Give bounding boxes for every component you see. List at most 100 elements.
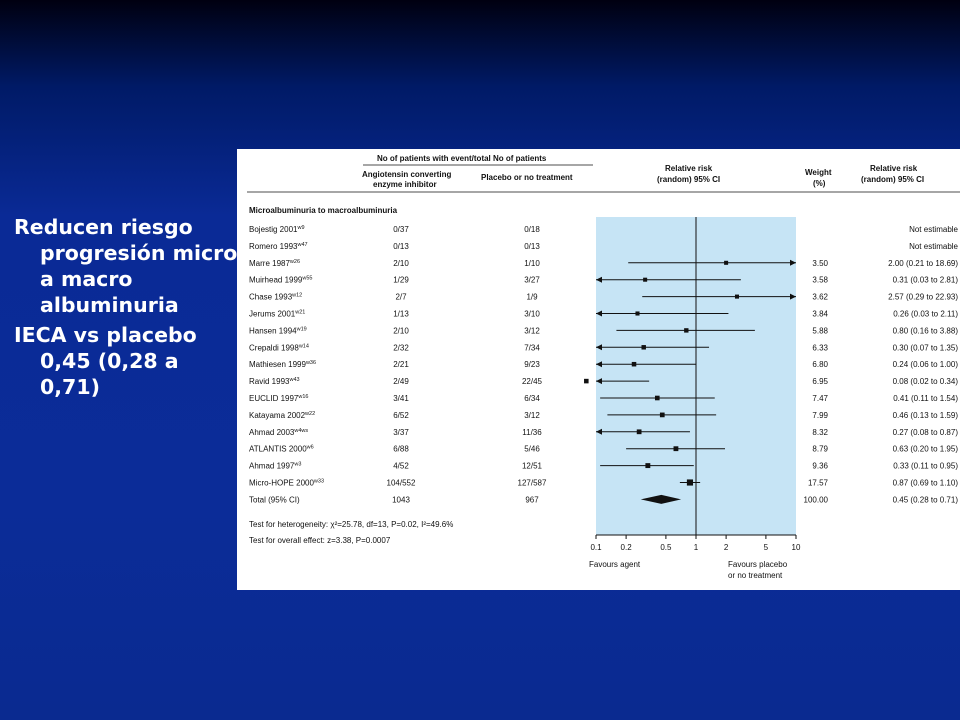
ace-count: 0/13 [393,242,409,251]
study-name: Marre 1987w26 [249,259,300,268]
weight-value: 9.36 [812,462,828,471]
weight-value: 3.62 [812,293,828,302]
x-tick-label: 2 [724,543,729,552]
x-tick-label: 0.1 [590,543,602,552]
ci-text: 0.41 (0.11 to 1.54) [893,394,958,403]
bullet-text: Reducen riesgo progresión micro a macro … [14,215,238,317]
study-name: Total (95% CI) [249,495,300,504]
point-estimate [641,345,646,350]
header-ace-line2: enzyme inhibitor [373,180,437,189]
placebo-count: 967 [525,495,539,504]
study-name: Ravid 1993w43 [249,377,300,386]
x-tick-label: 0.5 [660,543,672,552]
weight-value: 3.84 [812,310,828,319]
placebo-count: 9/23 [524,360,540,369]
study-name: Katayama 2002w22 [249,411,315,420]
study-ref: w36 [305,360,316,366]
header-rr-line2: (random) 95% CI [657,175,720,184]
bullet-item: IECA vs placebo 0,45 (0,28 a 0,71) [14,322,239,400]
forest-plot-figure: No of patients with event/total No of pa… [237,149,960,590]
ace-count: 1/29 [393,276,409,285]
study-row: Hansen 1994w19 2/10 3/12 5.88 0.80 (0.16 to … [249,326,958,335]
placebo-count: 12/51 [522,462,543,471]
ci-arrow-left [596,276,602,283]
ace-count: 104/552 [387,479,416,488]
study-name: Muirhead 1999w55 [249,276,312,285]
favours-agent-label: Favours agent [589,560,641,569]
x-tick-label: 0.2 [621,543,633,552]
study-ref: w14 [298,343,309,349]
study-row: Katayama 2002w22 6/52 3/12 7.99 0.46 (0.13 t… [249,411,958,420]
header-rr-line1: Relative risk [665,164,713,173]
study-name: Micro-HOPE 2000w33 [249,479,324,488]
ace-count: 3/37 [393,428,409,437]
point-estimate [631,361,637,367]
ace-count: 6/88 [393,445,409,454]
weight-value: 7.47 [812,394,828,403]
ace-count: 0/37 [393,225,409,234]
study-row: Crepaldi 1998w14 2/32 7/34 6.33 0.30 (0.07 t… [249,343,958,352]
placebo-count: 3/10 [524,310,540,319]
placebo-count: 0/18 [524,225,540,234]
placebo-count: 3/12 [524,326,540,335]
study-ref: w4ws [293,428,308,434]
weight-value: 8.79 [812,445,828,454]
study-name: Romero 1993w47 [249,242,308,251]
study-name: Bojestig 2001w9 [249,225,305,234]
study-name: Hansen 1994w19 [249,326,307,335]
ace-count: 3/41 [393,394,409,403]
ci-arrow-right [790,293,796,300]
ci-arrow-left [596,361,602,368]
ci-text: 0.30 (0.07 to 1.35) [893,343,959,352]
point-estimate [636,429,642,435]
placebo-count: 1/10 [524,259,540,268]
weight-value: 5.88 [812,326,828,335]
ace-count: 2/21 [393,360,409,369]
point-estimate [584,378,589,384]
x-tick-label: 5 [764,543,769,552]
ci-text: 2.57 (0.29 to 22.93) [888,293,958,302]
forest-plot-svg: No of patients with event/total No of pa… [247,154,960,580]
study-ref: w47 [296,242,307,248]
study-ref: w3 [293,462,301,468]
ace-count: 1043 [392,495,410,504]
weight-value: 3.50 [812,259,828,268]
study-row: Romero 1993w47 0/13 0/13 Not estimable [249,242,959,251]
point-estimate [724,260,729,265]
ci-text: 0.08 (0.02 to 0.34) [893,377,959,386]
study-ref: w22 [304,411,315,417]
point-estimate [645,463,651,469]
header-weight-line2: (%) [813,179,826,188]
placebo-count: 127/587 [518,479,547,488]
ace-count: 2/10 [393,259,409,268]
total-row: Total (95% CI) 1043 967 100.00 0.45 (0.28 to… [249,494,958,504]
ace-count: 2/7 [395,293,407,302]
x-tick-label: 1 [694,543,699,552]
point-estimate [635,311,640,316]
study-name: Ahmad 1997w3 [249,462,301,471]
ci-text: 0.87 (0.69 to 1.10) [893,479,959,488]
study-ref: w16 [297,394,308,400]
placebo-count: 5/46 [524,445,540,454]
bullet-item: Reducen riesgo progresión micro a macro … [14,214,239,318]
ace-count: 2/10 [393,326,409,335]
placebo-count: 11/36 [522,428,542,437]
ci-text: 0.27 (0.08 to 0.87) [893,428,959,437]
point-estimate [734,294,740,299]
ci-text: Not estimable [909,242,958,251]
ci-text: 0.63 (0.20 to 1.95) [893,445,959,454]
weight-value: 6.95 [812,377,828,386]
bullet-text: IECA vs placebo 0,45 (0,28 a 0,71) [14,323,197,399]
placebo-count: 0/13 [524,242,540,251]
point-estimate [686,479,694,486]
ci-arrow-left [596,428,602,435]
ci-text: 2.00 (0.21 to 18.69) [888,259,958,268]
ci-text: 0.80 (0.16 to 3.88) [893,326,959,335]
study-ref: w33 [313,479,324,485]
study-name: EUCLID 1997w16 [249,394,308,403]
point-estimate [659,412,665,418]
study-ref: w19 [296,326,307,332]
subgroup-label: Microalbuminuria to macroalbuminuria [249,206,398,215]
ci-arrow-left [596,378,602,385]
placebo-count: 6/34 [524,394,540,403]
